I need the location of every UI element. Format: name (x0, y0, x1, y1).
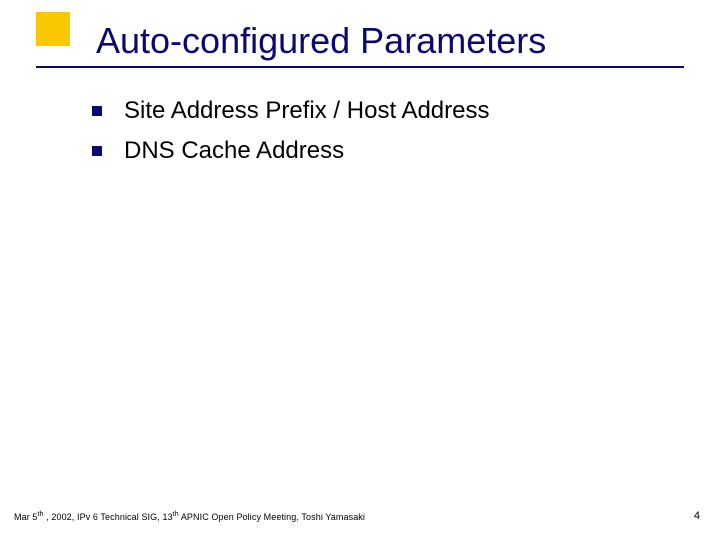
footer-suffix: APNIC Open Policy Meeting, Toshi Yamasak… (179, 512, 365, 522)
bullet-list: Site Address Prefix / Host Address DNS C… (92, 94, 490, 174)
footer-mid: , 2002, IPv 6 Technical SIG, 13 (44, 512, 173, 522)
footer-prefix: Mar 5 (14, 512, 38, 522)
footer-text: Mar 5th , 2002, IPv 6 Technical SIG, 13t… (14, 511, 365, 522)
slide-title: Auto-configured Parameters (96, 20, 546, 62)
title-underline (36, 66, 684, 68)
title-accent-square (36, 12, 70, 46)
list-item: Site Address Prefix / Host Address (92, 94, 490, 128)
slide: Auto-configured Parameters Site Address … (0, 0, 720, 540)
bullet-text: DNS Cache Address (124, 134, 344, 168)
list-item: DNS Cache Address (92, 134, 490, 168)
bullet-icon (92, 106, 102, 116)
page-number: 4 (694, 510, 700, 522)
bullet-text: Site Address Prefix / Host Address (124, 94, 490, 128)
bullet-icon (92, 146, 102, 156)
